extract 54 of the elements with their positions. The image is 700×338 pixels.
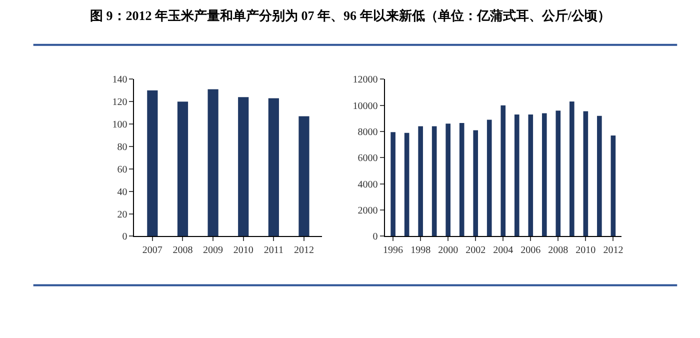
y-tick-label: 60 — [117, 164, 128, 176]
x-tick-label: 1996 — [383, 245, 404, 256]
y-tick-label: 0 — [122, 232, 128, 243]
x-tick-label: 2004 — [493, 245, 514, 256]
y-tick-label: 10000 — [352, 100, 378, 112]
y-tick-label: 100 — [112, 120, 128, 131]
y-tick-label: 40 — [117, 186, 128, 198]
bar — [583, 111, 588, 236]
x-tick-label: 2010 — [576, 245, 596, 256]
bar — [473, 130, 478, 236]
y-tick-label: 120 — [112, 97, 128, 108]
y-tick-label: 140 — [112, 74, 128, 86]
bar — [177, 102, 188, 236]
bar — [610, 135, 616, 236]
y-tick-label: 4000 — [358, 179, 378, 190]
bar — [418, 126, 423, 236]
x-tick-label: 2012 — [603, 245, 624, 256]
bar — [556, 110, 561, 236]
bar — [298, 116, 310, 236]
y-tick-label: 80 — [117, 142, 128, 153]
bar — [147, 90, 158, 236]
bar — [208, 89, 218, 236]
x-tick-label: 2009 — [203, 245, 224, 256]
x-tick-label: 2000 — [438, 245, 458, 256]
x-tick-label: 2010 — [233, 245, 254, 256]
x-tick-label: 1998 — [410, 245, 431, 256]
bar — [570, 101, 574, 236]
y-tick-label: 6000 — [358, 153, 378, 164]
x-tick-label: 2006 — [520, 245, 541, 256]
bar — [238, 97, 249, 236]
bar — [528, 114, 534, 236]
bar — [486, 120, 492, 236]
bar — [542, 113, 547, 236]
x-tick-label: 2007 — [142, 245, 162, 256]
bar — [404, 132, 410, 236]
bar — [432, 126, 437, 236]
x-tick-label: 2012 — [294, 245, 314, 256]
y-tick-label: 12000 — [352, 74, 378, 86]
bar — [514, 114, 520, 236]
text: 图 9：2012 年玉米产量和单产分别为 07 年、96 年以来新低（单位：亿蒲式耳、公斤/公顷） — [90, 8, 610, 23]
x-tick-label: 2011 — [264, 245, 284, 256]
bar — [446, 124, 450, 236]
bar — [268, 98, 279, 236]
bar — [459, 123, 464, 236]
x-tick-label: 2008 — [548, 245, 568, 256]
x-tick-label: 2008 — [172, 245, 193, 256]
bar — [597, 116, 602, 236]
bar — [390, 132, 396, 236]
bar — [500, 105, 506, 236]
y-tick-label: 20 — [117, 209, 128, 220]
y-tick-label: 0 — [372, 232, 378, 243]
y-tick-label: 2000 — [358, 206, 378, 217]
x-tick-label: 2002 — [466, 245, 486, 256]
y-tick-label: 8000 — [358, 127, 378, 138]
